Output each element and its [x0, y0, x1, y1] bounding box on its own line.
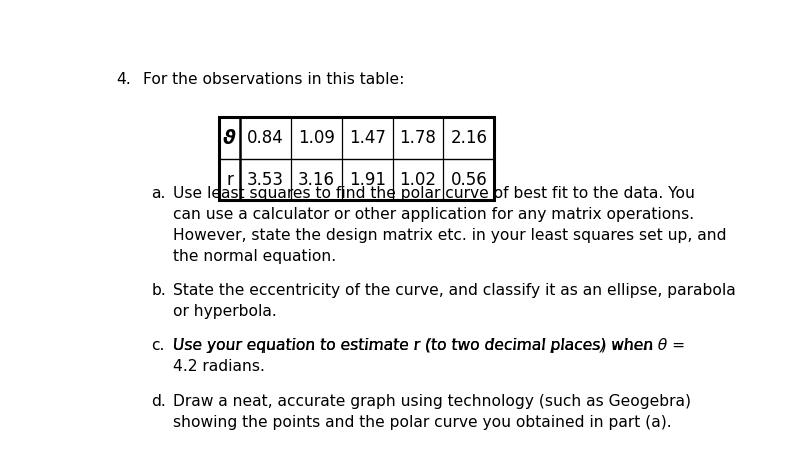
Text: 3.16: 3.16 [298, 170, 335, 189]
Text: c.: c. [152, 338, 165, 353]
Text: 1.91: 1.91 [348, 170, 386, 189]
Text: Use your equation to estimate r (to two decimal places) when: Use your equation to estimate r (to two … [174, 338, 659, 353]
Text: can use a calculator or other application for any matrix operations.: can use a calculator or other applicatio… [174, 207, 694, 222]
Text: b.: b. [152, 283, 166, 298]
Text: Use least squares to find the polar curve of best fit to the data. You: Use least squares to find the polar curv… [174, 186, 695, 201]
Text: 4.: 4. [116, 73, 130, 88]
Text: Draw a neat, accurate graph using technology (such as Geogebra): Draw a neat, accurate graph using techno… [174, 394, 691, 409]
Bar [219, 117, 495, 200]
Text: 0.84: 0.84 [247, 129, 284, 147]
Text: showing the points and the polar curve you obtained in part (a).: showing the points and the polar curve y… [174, 415, 672, 430]
Text: 1.47: 1.47 [348, 129, 386, 147]
Text: 2.16: 2.16 [450, 129, 487, 147]
Text: 3.53: 3.53 [247, 170, 284, 189]
Text: For the observations in this table:: For the observations in this table: [143, 73, 404, 88]
Text: a.: a. [152, 186, 166, 201]
Text: r: r [226, 170, 233, 189]
Text: ϑ: ϑ [223, 129, 236, 147]
Text: 1.09: 1.09 [298, 129, 335, 147]
Text: 1.78: 1.78 [400, 129, 437, 147]
Text: 1.02: 1.02 [400, 170, 437, 189]
Text: 0.56: 0.56 [450, 170, 487, 189]
Text: d.: d. [152, 394, 166, 409]
Text: or hyperbola.: or hyperbola. [174, 304, 277, 319]
Text: the normal equation.: the normal equation. [174, 249, 337, 263]
Text: State the eccentricity of the curve, and classify it as an ellipse, parabola: State the eccentricity of the curve, and… [174, 283, 736, 298]
Text: 4.2 radians.: 4.2 radians. [174, 359, 265, 374]
Text: Use your equation to estimate r (to two decimal places) when θ =: Use your equation to estimate r (to two … [174, 338, 686, 353]
Text: However, state the design matrix etc. in your least squares set up, and: However, state the design matrix etc. in… [174, 228, 727, 243]
